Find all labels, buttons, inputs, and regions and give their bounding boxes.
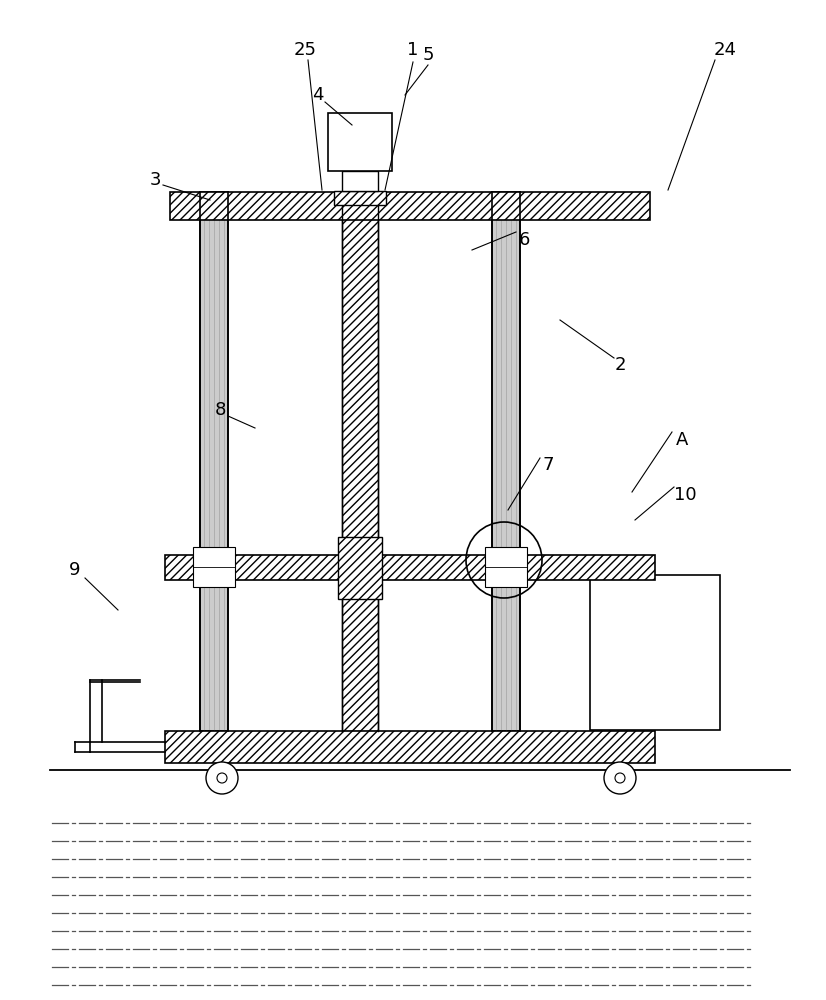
Bar — [165, 555, 655, 580]
Circle shape — [615, 773, 625, 783]
Bar — [328, 113, 392, 171]
Bar — [170, 192, 650, 220]
Bar — [590, 575, 720, 730]
Text: 25: 25 — [293, 41, 316, 59]
Text: 6: 6 — [518, 231, 529, 249]
Text: 1: 1 — [407, 41, 419, 59]
Text: 2: 2 — [615, 356, 626, 374]
Text: 3: 3 — [150, 171, 161, 189]
Text: 10: 10 — [674, 486, 696, 504]
Text: 24: 24 — [714, 41, 737, 59]
Circle shape — [206, 762, 238, 794]
Bar — [342, 192, 378, 731]
Text: 7: 7 — [542, 456, 553, 474]
Bar — [492, 192, 520, 731]
Bar — [334, 191, 386, 205]
Circle shape — [217, 773, 227, 783]
Text: 4: 4 — [312, 86, 324, 104]
Bar — [338, 537, 382, 599]
Text: 8: 8 — [214, 401, 225, 419]
Bar — [342, 171, 378, 191]
Text: 5: 5 — [422, 46, 434, 64]
Bar — [485, 547, 527, 587]
Text: A: A — [676, 431, 688, 449]
Circle shape — [604, 762, 636, 794]
Bar — [200, 192, 228, 731]
Bar — [165, 731, 655, 763]
Bar — [193, 547, 235, 587]
Text: 9: 9 — [69, 561, 81, 579]
